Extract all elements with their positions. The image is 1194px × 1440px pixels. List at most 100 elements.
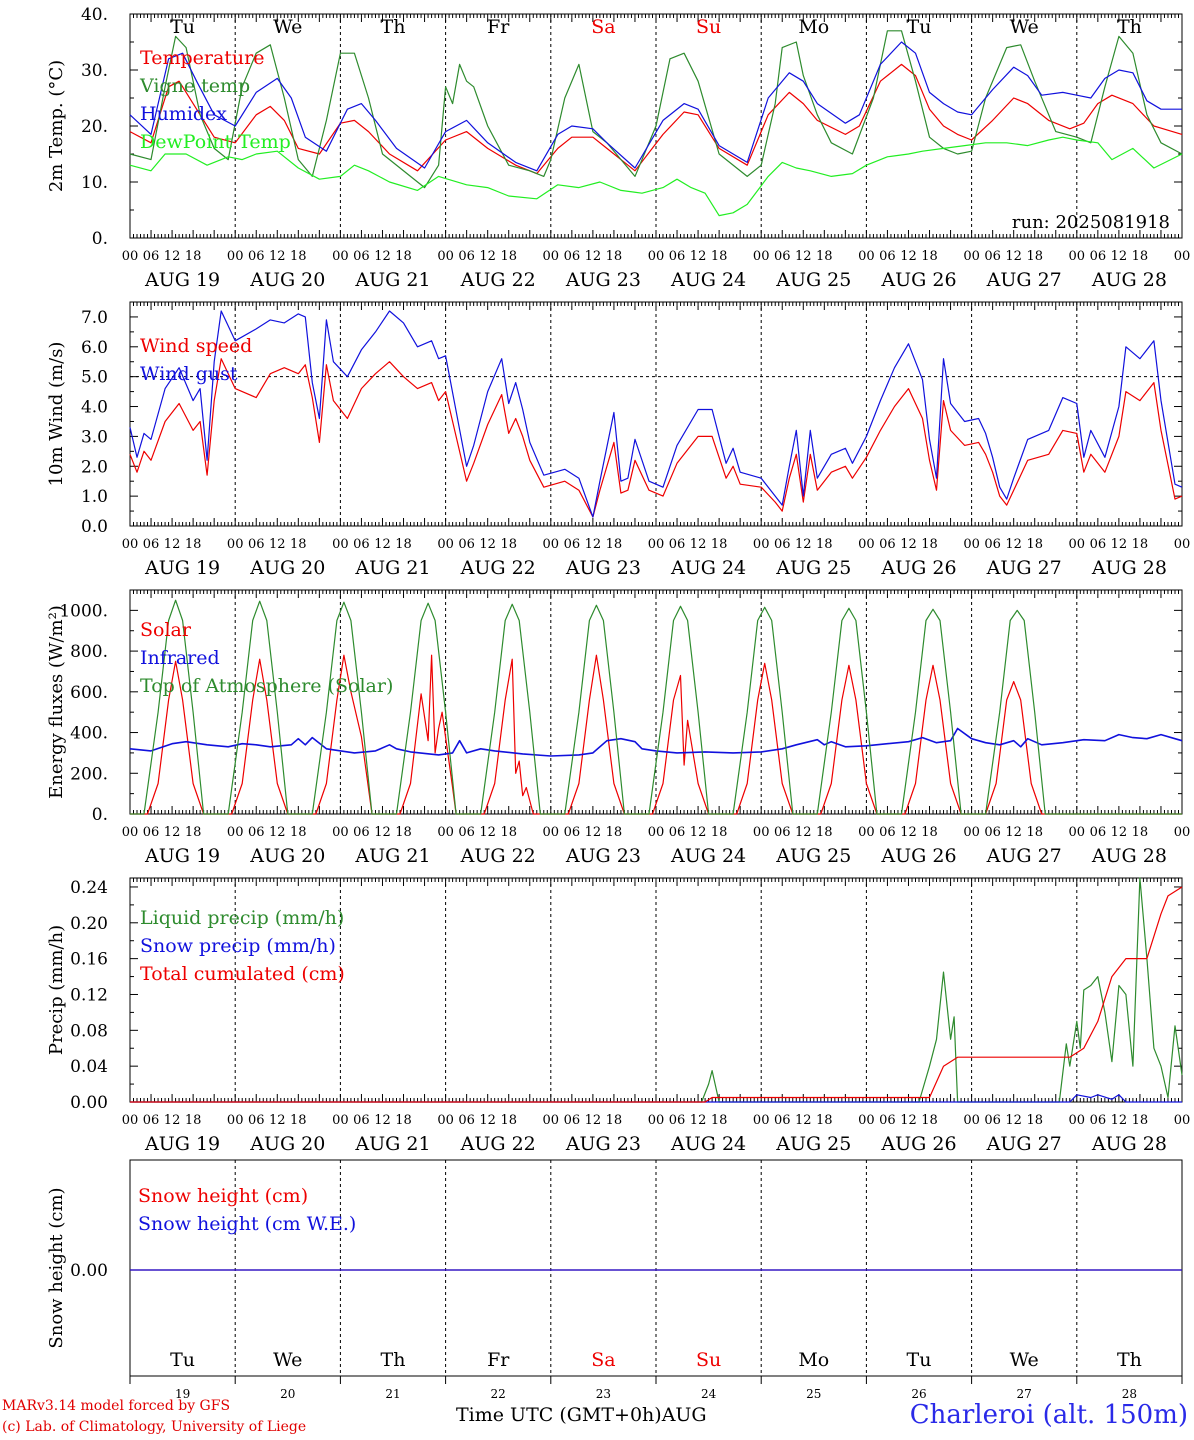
series-line-wind-gust: [129, 310, 1183, 518]
y-tick-label: 1.0: [81, 487, 108, 507]
legend-entry: Liquid precip (mm/h): [140, 907, 344, 929]
series-line-top-of-atmosphere-solar: [130, 599, 1182, 815]
hour-tick-label: 00: [1174, 825, 1191, 840]
hour-tick-label: 18: [500, 825, 517, 840]
day-number: 19: [175, 1387, 190, 1401]
weekday-label: Mo: [798, 1349, 829, 1371]
y-tick-label: 200.: [70, 764, 108, 784]
y-tick-label: 600.: [70, 683, 108, 703]
y-tick-label: 2.0: [81, 457, 108, 477]
y-tick-label: 30.: [81, 61, 108, 81]
hour-tick-label: 18: [1132, 1113, 1149, 1128]
hour-tick-label: 00: [648, 825, 665, 840]
weekday-label: We: [273, 16, 302, 38]
hour-tick-label: 00: [1174, 249, 1191, 264]
day-label: AUG 23: [565, 557, 641, 579]
day-label: AUG 28: [1091, 1133, 1167, 1155]
day-label: AUG 27: [986, 1133, 1062, 1155]
hour-tick-label: 12: [900, 825, 917, 840]
weekday-label: Th: [381, 16, 406, 38]
hour-tick-label: 18: [500, 1113, 517, 1128]
hour-tick-label: 18: [816, 537, 833, 552]
y-axis-title: Precip (mm/h): [46, 925, 67, 1055]
panel-frame: [129, 301, 1183, 527]
hour-tick-label: 12: [690, 1113, 707, 1128]
hour-tick-label: 00: [858, 1113, 875, 1128]
legend-entry: Humidex: [140, 103, 227, 125]
hour-tick-label: 18: [606, 1113, 623, 1128]
hour-tick-label: 18: [711, 537, 728, 552]
weekday-label: We: [273, 1349, 302, 1371]
hour-tick-label: 06: [248, 825, 265, 840]
hour-tick-label: 12: [795, 1113, 812, 1128]
hour-tick-label: 12: [1111, 249, 1128, 264]
y-tick-label: 0.24: [70, 878, 108, 898]
hour-tick-label: 00: [122, 537, 139, 552]
hour-tick-label: 06: [564, 825, 581, 840]
day-label: AUG 22: [460, 269, 536, 291]
hour-tick-label: 06: [879, 249, 896, 264]
day-number: 28: [1122, 1387, 1137, 1401]
hour-tick-label: 18: [500, 249, 517, 264]
legend-entry: Solar: [140, 619, 192, 641]
day-label: AUG 26: [880, 845, 956, 867]
legend-entry: DewPoint Temp: [140, 131, 291, 153]
day-label: AUG 20: [249, 269, 325, 291]
hour-tick-label: 06: [564, 249, 581, 264]
hour-tick-label: 18: [921, 537, 938, 552]
hour-tick-label: 12: [1111, 825, 1128, 840]
day-label: AUG 20: [249, 557, 325, 579]
y-tick-label: 4.0: [81, 398, 108, 418]
day-number: 25: [806, 1387, 821, 1401]
y-tick-label: 6.0: [81, 338, 108, 358]
hour-tick-label: 06: [353, 249, 370, 264]
hour-tick-label: 18: [290, 537, 307, 552]
hour-tick-label: 00: [543, 249, 560, 264]
hour-tick-label: 00: [1174, 1113, 1191, 1128]
legend-entry: Infrared: [140, 647, 220, 669]
hour-tick-label: 06: [143, 249, 160, 264]
x-axis-title: Time UTC (GMT+0h)AUG: [456, 1404, 707, 1426]
y-tick-label: 20.: [81, 117, 108, 137]
hour-tick-label: 12: [1111, 537, 1128, 552]
hour-tick-label: 06: [774, 825, 791, 840]
day-label: AUG 23: [565, 1133, 641, 1155]
y-tick-label: 0.04: [70, 1057, 108, 1077]
day-label: AUG 19: [144, 845, 220, 867]
hour-tick-label: 18: [185, 537, 202, 552]
weekday-label: Fr: [487, 1349, 510, 1371]
hour-tick-label: 12: [479, 1113, 496, 1128]
series-line-wind-speed: [129, 358, 1183, 518]
hour-tick-label: 12: [269, 249, 286, 264]
hour-tick-label: 18: [921, 249, 938, 264]
series-line-snow-precip-mm-h: [130, 1094, 1182, 1103]
day-number: 24: [701, 1387, 717, 1401]
legend-entry: Wind speed: [140, 335, 252, 357]
weekday-label: Th: [381, 1349, 406, 1371]
hour-tick-label: 06: [1090, 825, 1107, 840]
hour-tick-label: 06: [774, 1113, 791, 1128]
y-tick-label: 1000.: [59, 601, 108, 621]
day-label: AUG 20: [249, 845, 325, 867]
y-tick-label: 0.00: [70, 1261, 108, 1281]
hour-tick-label: 12: [269, 825, 286, 840]
y-tick-label: 800.: [70, 642, 108, 662]
hour-tick-label: 12: [164, 537, 181, 552]
day-label: AUG 27: [986, 845, 1062, 867]
hour-tick-label: 06: [1090, 1113, 1107, 1128]
hour-tick-label: 00: [543, 1113, 560, 1128]
day-label: AUG 19: [144, 1133, 220, 1155]
legend-entry: Snow height (cm W.E.): [138, 1213, 356, 1235]
hour-tick-label: 00: [648, 249, 665, 264]
hour-tick-label: 00: [122, 249, 139, 264]
day-label: AUG 26: [880, 1133, 956, 1155]
hour-tick-label: 18: [816, 1113, 833, 1128]
hour-tick-label: 00: [963, 537, 980, 552]
y-axis-title: 10m Wind (m/s): [46, 342, 67, 487]
lab-credit: (c) Lab. of Climatology, University of L…: [2, 1419, 307, 1435]
legend-entry: Total cumulated (cm): [140, 963, 345, 985]
hour-tick-label: 00: [858, 537, 875, 552]
hour-tick-label: 06: [984, 825, 1001, 840]
hour-tick-label: 00: [1174, 537, 1191, 552]
hour-tick-label: 06: [353, 1113, 370, 1128]
